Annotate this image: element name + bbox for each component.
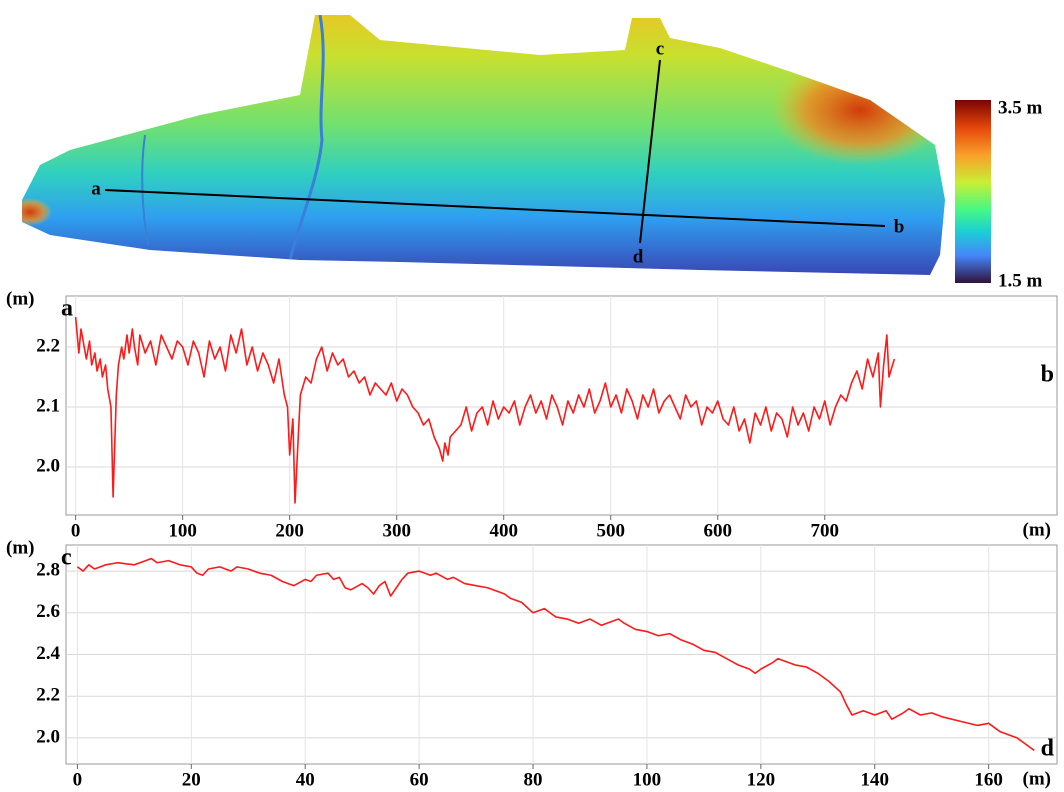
profile-end-label: d — [1041, 736, 1055, 762]
colorbar-label: 3.5 m — [998, 97, 1043, 118]
y-tick-label: 2.2 — [36, 335, 60, 356]
high-area — [770, 55, 950, 165]
x-tick-label: 300 — [382, 520, 411, 541]
profile-label: c — [656, 38, 664, 59]
y-tick-label: 2.0 — [36, 455, 60, 476]
profile-start-label: c — [61, 545, 72, 571]
x-tick-label: 400 — [489, 520, 518, 541]
dem-map: a b c d 3.5 m 1.5 m — [0, 0, 1043, 291]
profile-label: d — [633, 246, 644, 267]
x-tick-label: 40 — [296, 769, 315, 790]
x-tick-label: 120 — [747, 769, 776, 790]
x-tick-label: 100 — [633, 769, 662, 790]
x-tick-label: 500 — [596, 520, 625, 541]
plot-area — [66, 296, 1057, 515]
x-tick-label: 80 — [524, 769, 543, 790]
page: a b c d 3.5 m 1.5 m 2.02.12.201002003004… — [0, 0, 1064, 792]
y-axis-label: (m) — [6, 537, 34, 558]
x-axis-label: (m) — [1023, 768, 1051, 789]
x-tick-label: 20 — [182, 769, 201, 790]
figure: a b c d 3.5 m 1.5 m 2.02.12.201002003004… — [0, 0, 1064, 792]
y-tick-label: 2.6 — [36, 601, 60, 622]
x-tick-label: 0 — [73, 769, 83, 790]
profile-start-label: a — [61, 296, 73, 322]
y-axis-label: (m) — [6, 288, 34, 309]
profile-label: b — [894, 216, 905, 237]
x-tick-label: 60 — [410, 769, 429, 790]
colorbar — [955, 100, 991, 283]
colorbar-label: 1.5 m — [998, 270, 1043, 291]
y-tick-label: 2.4 — [36, 643, 60, 664]
y-tick-label: 2.1 — [36, 395, 60, 416]
x-tick-label: 600 — [703, 520, 732, 541]
x-tick-label: 100 — [168, 520, 197, 541]
profile-label: a — [91, 178, 101, 199]
x-tick-label: 140 — [860, 769, 889, 790]
profile-end-label: b — [1041, 362, 1054, 388]
high-area — [8, 198, 52, 226]
x-tick-label: 200 — [275, 520, 304, 541]
y-tick-label: 2.2 — [36, 685, 60, 706]
y-tick-label: 2.8 — [36, 559, 60, 580]
y-tick-label: 2.0 — [36, 726, 60, 747]
x-tick-label: 160 — [974, 769, 1003, 790]
x-tick-label: 700 — [811, 520, 840, 541]
x-axis-label: (m) — [1023, 519, 1051, 540]
x-tick-label: 0 — [71, 520, 81, 541]
